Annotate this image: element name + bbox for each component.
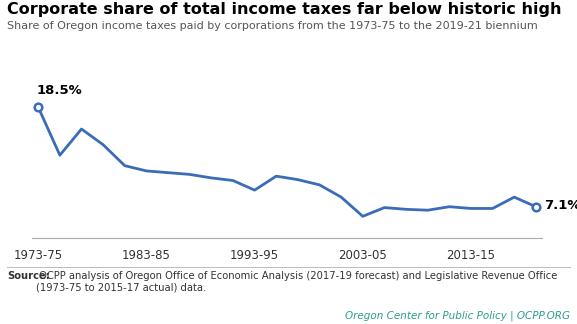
- Text: Corporate share of total income taxes far below historic high: Corporate share of total income taxes fa…: [7, 2, 561, 17]
- Text: 7.1%: 7.1%: [544, 199, 577, 212]
- Text: Source:: Source:: [7, 271, 50, 281]
- Text: Share of Oregon income taxes paid by corporations from the 1973-75 to the 2019-2: Share of Oregon income taxes paid by cor…: [7, 21, 538, 31]
- Text: Oregon Center for Public Policy | OCPP.ORG: Oregon Center for Public Policy | OCPP.O…: [345, 310, 570, 321]
- Text: OCPP analysis of Oregon Office of Economic Analysis (2017-19 forecast) and Legis: OCPP analysis of Oregon Office of Econom…: [36, 271, 558, 292]
- Text: 18.5%: 18.5%: [37, 85, 83, 98]
